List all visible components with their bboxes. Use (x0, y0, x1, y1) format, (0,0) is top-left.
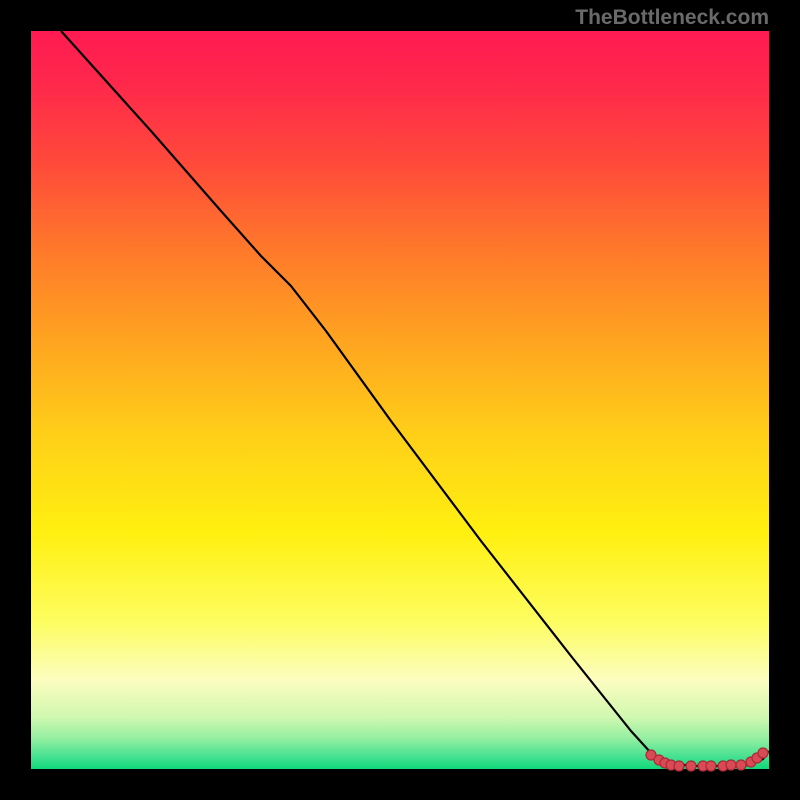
site-watermark: TheBottleneck.com (575, 6, 769, 30)
scatter-point (726, 760, 736, 770)
scatter-point (758, 748, 768, 758)
scatter-point (706, 761, 716, 771)
scatter-point (686, 761, 696, 771)
scatter-point (736, 760, 746, 770)
curve-overlay (0, 0, 800, 800)
scatter-point (674, 761, 684, 771)
bottleneck-curve (61, 31, 769, 766)
